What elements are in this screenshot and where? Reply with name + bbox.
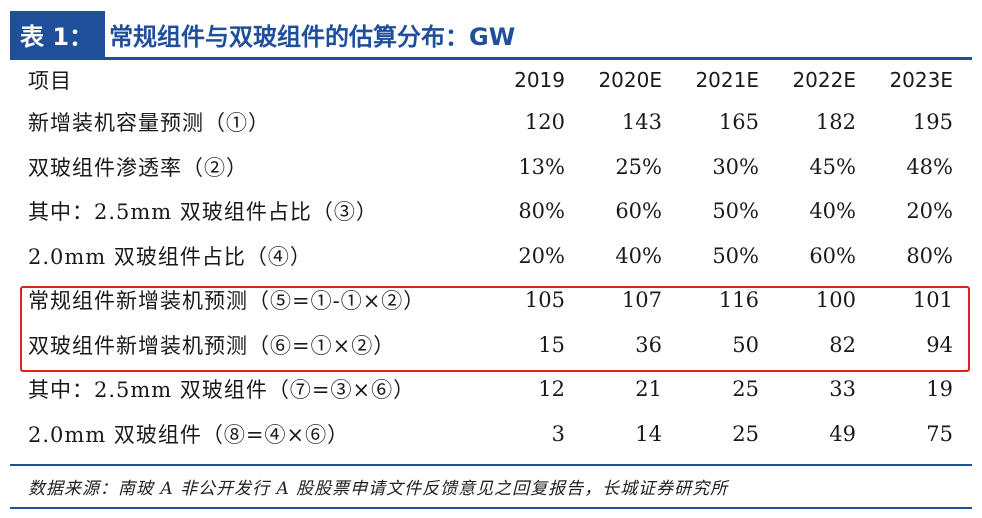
cell-value: 50 bbox=[732, 332, 759, 357]
row-label: 双玻组件新增装机预测（⑥=①×②） bbox=[28, 333, 396, 358]
table-title: 常规组件与双玻组件的估算分布：GW bbox=[109, 22, 516, 51]
cell-value: 182 bbox=[815, 110, 856, 135]
table-row: 2.0mm 双玻组件占比（④） 20% 40% 50% 60% 80% bbox=[10, 234, 972, 279]
cell-value: 13% bbox=[518, 154, 565, 179]
cell-value: 50% bbox=[712, 199, 759, 224]
cell-value: 50% bbox=[712, 243, 759, 268]
cell-value: 105 bbox=[524, 288, 565, 313]
cell-value: 20% bbox=[906, 199, 953, 224]
cell-value: 40% bbox=[615, 243, 662, 268]
cell-value: 25 bbox=[732, 377, 759, 402]
header-item: 项目 bbox=[28, 69, 72, 93]
row-label: 双玻组件渗透率（②） bbox=[28, 155, 248, 180]
row-label: 常规组件新增装机预测（⑤=①-①×②） bbox=[28, 289, 426, 314]
cell-value: 101 bbox=[912, 288, 953, 313]
cell-value: 33 bbox=[829, 377, 856, 402]
title-divider bbox=[10, 57, 972, 60]
cell-value: 36 bbox=[635, 332, 662, 357]
cell-value: 80% bbox=[518, 199, 565, 224]
source-note: 数据来源：南玻 A 非公开发行 A 股股票申请文件反馈意见之回复报告，长城证券研… bbox=[28, 479, 729, 499]
row-label: 2.0mm 双玻组件（⑧=④×⑥） bbox=[28, 422, 350, 447]
cell-value: 30% bbox=[712, 154, 759, 179]
cell-value: 20% bbox=[518, 243, 565, 268]
cell-value: 25% bbox=[615, 154, 662, 179]
cell-value: 49 bbox=[829, 421, 856, 446]
cell-value: 107 bbox=[621, 288, 662, 313]
cell-value: 45% bbox=[809, 154, 856, 179]
cell-value: 12 bbox=[538, 377, 565, 402]
cell-value: 94 bbox=[926, 332, 953, 357]
header-2022e: 2022E bbox=[792, 68, 856, 92]
data-table: 项目 2019 2020E 2021E 2022E 2023E 新增装机容量预测… bbox=[10, 60, 972, 456]
cell-value: 60% bbox=[809, 243, 856, 268]
cell-value: 21 bbox=[635, 377, 662, 402]
cell-value: 25 bbox=[732, 421, 759, 446]
table-row: 2.0mm 双玻组件（⑧=④×⑥） 3 14 25 49 75 bbox=[10, 412, 972, 457]
cell-value: 195 bbox=[912, 110, 953, 135]
table-title-bar: 表 1： 常规组件与双玻组件的估算分布：GW bbox=[10, 11, 972, 57]
cell-value: 100 bbox=[815, 288, 856, 313]
cell-value: 60% bbox=[615, 199, 662, 224]
table-bottom-divider bbox=[10, 464, 972, 466]
row-label: 其中：2.5mm 双玻组件占比（③） bbox=[28, 200, 378, 225]
table-row: 双玻组件新增装机预测（⑥=①×②） 15 36 50 82 94 bbox=[10, 323, 972, 368]
cell-value: 48% bbox=[906, 154, 953, 179]
table-number-label: 表 1： bbox=[10, 11, 106, 57]
cell-value: 165 bbox=[718, 110, 759, 135]
table-row: 双玻组件渗透率（②） 13% 25% 30% 45% 48% bbox=[10, 145, 972, 190]
header-2023e: 2023E bbox=[889, 68, 953, 92]
table-row: 新增装机容量预测（①） 120 143 165 182 195 bbox=[10, 100, 972, 145]
header-2019: 2019 bbox=[514, 68, 565, 92]
cell-value: 116 bbox=[718, 288, 759, 313]
table-header-row: 项目 2019 2020E 2021E 2022E 2023E bbox=[10, 60, 972, 100]
header-2021e: 2021E bbox=[695, 68, 759, 92]
cell-value: 82 bbox=[829, 332, 856, 357]
cell-value: 120 bbox=[524, 110, 565, 135]
footer-divider bbox=[10, 507, 972, 509]
cell-value: 75 bbox=[926, 421, 953, 446]
table-row: 其中：2.5mm 双玻组件占比（③） 80% 60% 50% 40% 20% bbox=[10, 189, 972, 234]
row-label: 新增装机容量预测（①） bbox=[28, 111, 270, 136]
cell-value: 14 bbox=[635, 421, 662, 446]
table-row: 其中：2.5mm 双玻组件（⑦=③×⑥） 12 21 25 33 19 bbox=[10, 367, 972, 412]
cell-value: 80% bbox=[906, 243, 953, 268]
cell-value: 3 bbox=[551, 421, 565, 446]
cell-value: 19 bbox=[926, 377, 953, 402]
row-label: 2.0mm 双玻组件占比（④） bbox=[28, 244, 312, 269]
row-label: 其中：2.5mm 双玻组件（⑦=③×⑥） bbox=[28, 378, 416, 403]
cell-value: 143 bbox=[621, 110, 662, 135]
table-row: 常规组件新增装机预测（⑤=①-①×②） 105 107 116 100 101 bbox=[10, 278, 972, 323]
header-2020e: 2020E bbox=[598, 68, 662, 92]
cell-value: 15 bbox=[538, 332, 565, 357]
cell-value: 40% bbox=[809, 199, 856, 224]
